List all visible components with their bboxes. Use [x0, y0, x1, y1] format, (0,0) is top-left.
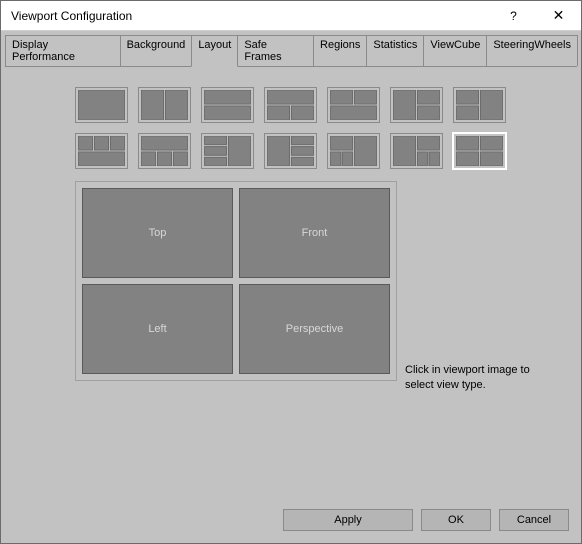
- layout-one-top-three-bottom[interactable]: [138, 133, 191, 169]
- tab-layout[interactable]: Layout: [191, 35, 238, 67]
- layout-panel: Top Front Left Perspective Click in view…: [5, 66, 577, 499]
- layout-one-top-two-bottom[interactable]: [264, 87, 317, 123]
- layout-three-top-one-bottom[interactable]: [75, 133, 128, 169]
- viewport-config-dialog: Viewport Configuration ? ✕ Display Perfo…: [0, 0, 582, 544]
- layout-preview: Top Front Left Perspective: [75, 181, 397, 381]
- layout-one-left-two-right[interactable]: [390, 87, 443, 123]
- tab-regions[interactable]: Regions: [313, 35, 367, 66]
- thumb-row-1: [75, 87, 565, 123]
- layout-three-left-one-right[interactable]: [201, 133, 254, 169]
- layout-two-left-one-right[interactable]: [453, 87, 506, 123]
- preview-pane-front[interactable]: Front: [239, 188, 390, 278]
- preview-label: Top: [149, 227, 167, 239]
- preview-label: Perspective: [286, 323, 343, 335]
- tab-display-performance[interactable]: Display Performance: [5, 35, 121, 66]
- window-title: Viewport Configuration: [11, 9, 491, 23]
- titlebar: Viewport Configuration ? ✕: [1, 1, 581, 31]
- tab-viewcube[interactable]: ViewCube: [423, 35, 487, 66]
- preview-label: Left: [148, 323, 166, 335]
- tab-strip: Display Performance Background Layout Sa…: [1, 31, 581, 66]
- layout-two-horizontal[interactable]: [201, 87, 254, 123]
- ok-button[interactable]: OK: [421, 509, 491, 531]
- tab-steeringwheels[interactable]: SteeringWheels: [486, 35, 578, 66]
- preview-label: Front: [302, 227, 328, 239]
- help-button[interactable]: ?: [491, 1, 536, 31]
- cancel-button[interactable]: Cancel: [499, 509, 569, 531]
- layout-l-shape-a[interactable]: [327, 133, 380, 169]
- layout-thumbnails: [75, 87, 565, 169]
- preview-pane-left[interactable]: Left: [82, 284, 233, 374]
- layout-one-left-three-right[interactable]: [264, 133, 317, 169]
- tab-background[interactable]: Background: [120, 35, 193, 66]
- layout-four-equal[interactable]: [453, 133, 506, 169]
- layout-two-top-one-bottom[interactable]: [327, 87, 380, 123]
- preview-pane-top[interactable]: Top: [82, 188, 233, 278]
- tab-safe-frames[interactable]: Safe Frames: [237, 35, 314, 66]
- layout-single[interactable]: [75, 87, 128, 123]
- dialog-buttons: Apply OK Cancel: [1, 499, 581, 543]
- preview-pane-perspective[interactable]: Perspective: [239, 284, 390, 374]
- layout-two-vertical[interactable]: [138, 87, 191, 123]
- tab-statistics[interactable]: Statistics: [366, 35, 424, 66]
- layout-l-shape-b[interactable]: [390, 133, 443, 169]
- apply-button[interactable]: Apply: [283, 509, 413, 531]
- close-button[interactable]: ✕: [536, 1, 581, 31]
- thumb-row-2: [75, 133, 565, 169]
- hint-text: Click in viewport image to select view t…: [405, 363, 535, 393]
